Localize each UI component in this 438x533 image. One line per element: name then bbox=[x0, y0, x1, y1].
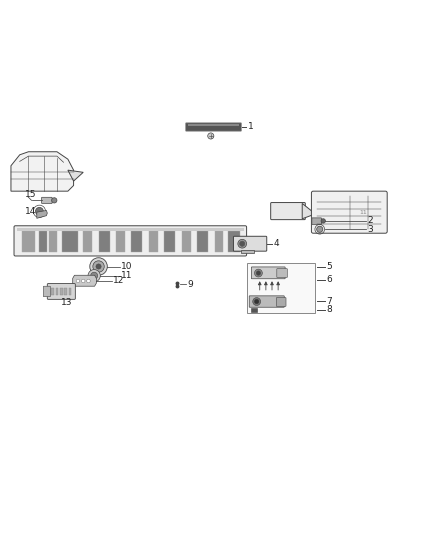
Text: 12: 12 bbox=[113, 277, 124, 286]
FancyBboxPatch shape bbox=[47, 284, 75, 300]
Bar bbox=[182, 231, 191, 252]
Circle shape bbox=[240, 241, 245, 246]
Circle shape bbox=[321, 219, 325, 223]
Bar bbox=[39, 231, 47, 252]
Bar bbox=[60, 287, 63, 295]
Bar bbox=[99, 231, 110, 252]
FancyBboxPatch shape bbox=[251, 267, 285, 279]
FancyBboxPatch shape bbox=[311, 191, 387, 233]
Circle shape bbox=[91, 272, 98, 279]
Circle shape bbox=[76, 279, 80, 282]
Bar bbox=[49, 231, 57, 252]
Bar bbox=[17, 229, 244, 231]
Circle shape bbox=[254, 300, 259, 304]
Circle shape bbox=[317, 226, 323, 232]
Bar bbox=[22, 231, 35, 252]
Bar bbox=[64, 287, 67, 295]
FancyBboxPatch shape bbox=[233, 236, 267, 251]
Bar bbox=[62, 231, 78, 252]
Text: 15: 15 bbox=[25, 190, 37, 199]
FancyBboxPatch shape bbox=[277, 269, 287, 278]
Circle shape bbox=[208, 133, 214, 139]
Circle shape bbox=[35, 207, 43, 215]
FancyBboxPatch shape bbox=[249, 296, 284, 307]
Text: 5: 5 bbox=[326, 262, 332, 271]
Bar bbox=[56, 287, 58, 295]
FancyBboxPatch shape bbox=[43, 286, 50, 297]
FancyBboxPatch shape bbox=[42, 197, 52, 204]
Circle shape bbox=[90, 258, 107, 275]
Text: 10: 10 bbox=[121, 262, 133, 271]
Bar bbox=[51, 287, 54, 295]
Circle shape bbox=[256, 271, 261, 275]
Circle shape bbox=[253, 297, 261, 305]
Bar bbox=[247, 263, 315, 313]
Circle shape bbox=[96, 264, 101, 269]
Bar bbox=[83, 231, 92, 252]
FancyBboxPatch shape bbox=[186, 123, 241, 131]
FancyBboxPatch shape bbox=[276, 297, 286, 306]
Text: 11: 11 bbox=[121, 271, 133, 280]
Text: 8: 8 bbox=[326, 305, 332, 314]
Bar bbox=[197, 231, 208, 252]
Bar bbox=[228, 231, 240, 252]
Text: 3: 3 bbox=[367, 225, 373, 234]
Bar bbox=[251, 308, 257, 312]
Text: 13: 13 bbox=[61, 298, 73, 308]
Bar bbox=[149, 231, 158, 252]
Circle shape bbox=[254, 269, 262, 277]
Circle shape bbox=[87, 279, 90, 282]
Polygon shape bbox=[302, 204, 315, 219]
Circle shape bbox=[81, 279, 85, 282]
Bar bbox=[215, 231, 223, 252]
Polygon shape bbox=[68, 170, 83, 181]
Circle shape bbox=[238, 239, 247, 248]
Text: 7: 7 bbox=[326, 296, 332, 305]
FancyBboxPatch shape bbox=[14, 226, 247, 256]
FancyBboxPatch shape bbox=[271, 203, 305, 220]
Bar bbox=[240, 250, 254, 253]
Text: 6: 6 bbox=[326, 275, 332, 284]
Circle shape bbox=[93, 261, 104, 272]
Circle shape bbox=[52, 198, 57, 203]
Bar bbox=[69, 287, 71, 295]
Polygon shape bbox=[37, 211, 47, 219]
Bar bbox=[116, 231, 125, 252]
Bar bbox=[164, 231, 175, 252]
Bar bbox=[131, 231, 142, 252]
Polygon shape bbox=[11, 152, 74, 191]
Polygon shape bbox=[73, 275, 96, 286]
Text: 9: 9 bbox=[187, 280, 193, 289]
Text: 14: 14 bbox=[25, 207, 37, 216]
FancyBboxPatch shape bbox=[312, 218, 321, 224]
Bar bbox=[188, 124, 239, 126]
Circle shape bbox=[88, 270, 100, 282]
Text: 1: 1 bbox=[247, 123, 253, 132]
Text: 2: 2 bbox=[367, 216, 373, 225]
Text: 4: 4 bbox=[273, 239, 279, 248]
Text: 11: 11 bbox=[360, 209, 367, 215]
